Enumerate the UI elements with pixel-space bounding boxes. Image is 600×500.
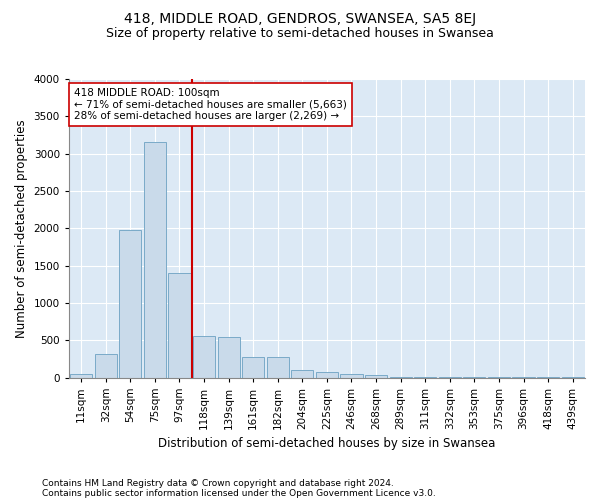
Text: Size of property relative to semi-detached houses in Swansea: Size of property relative to semi-detach… — [106, 28, 494, 40]
Bar — [291, 370, 313, 378]
Bar — [119, 230, 142, 378]
Text: 418, MIDDLE ROAD, GENDROS, SWANSEA, SA5 8EJ: 418, MIDDLE ROAD, GENDROS, SWANSEA, SA5 … — [124, 12, 476, 26]
Bar — [316, 372, 338, 378]
Bar — [169, 273, 191, 378]
Text: Contains public sector information licensed under the Open Government Licence v3: Contains public sector information licen… — [42, 488, 436, 498]
Y-axis label: Number of semi-detached properties: Number of semi-detached properties — [15, 119, 28, 338]
Bar — [95, 354, 117, 378]
Bar — [144, 142, 166, 378]
Bar — [389, 376, 412, 378]
Bar — [218, 337, 239, 378]
Bar — [242, 358, 264, 378]
Bar — [340, 374, 362, 378]
Text: Contains HM Land Registry data © Crown copyright and database right 2024.: Contains HM Land Registry data © Crown c… — [42, 478, 394, 488]
Text: 418 MIDDLE ROAD: 100sqm
← 71% of semi-detached houses are smaller (5,663)
28% of: 418 MIDDLE ROAD: 100sqm ← 71% of semi-de… — [74, 88, 347, 121]
Bar — [266, 358, 289, 378]
Bar — [70, 374, 92, 378]
Bar — [365, 375, 387, 378]
X-axis label: Distribution of semi-detached houses by size in Swansea: Distribution of semi-detached houses by … — [158, 437, 496, 450]
Bar — [193, 336, 215, 378]
